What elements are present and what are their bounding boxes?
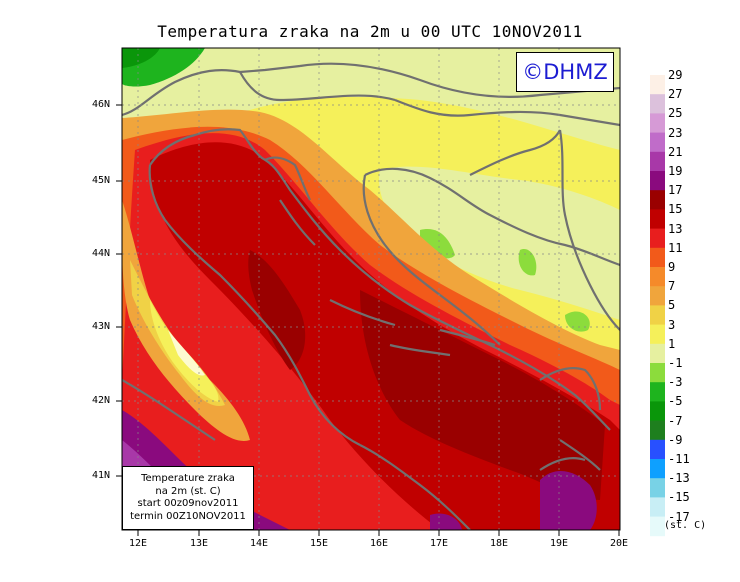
- colorbar-swatch: [650, 209, 665, 229]
- lon-label: 13E: [189, 538, 209, 549]
- lon-label: 20E: [609, 538, 629, 549]
- dhmz-logo: ©DHMZ: [516, 52, 614, 92]
- map-title: Temperatura zraka na 2m u 00 UTC 10NOV20…: [157, 22, 583, 41]
- colorbar-label: -9: [668, 432, 683, 447]
- info-line: Temperature zraka: [141, 473, 235, 484]
- colorbar-label: 1: [668, 336, 676, 351]
- colorbar-swatch: [650, 401, 665, 421]
- colorbar-label: -15: [668, 490, 690, 505]
- colorbar-label: -5: [668, 394, 683, 409]
- colorbar-label: 19: [668, 164, 683, 178]
- lon-label: 17E: [429, 538, 449, 549]
- gridlines: [122, 48, 620, 530]
- map-frame: [121, 47, 621, 531]
- lon-label: 14E: [249, 538, 269, 549]
- colorbar-swatch: [650, 171, 665, 191]
- colorbar-label: -1: [668, 356, 683, 370]
- colorbar-label: -13: [668, 471, 690, 486]
- colorbar-label: 25: [668, 106, 683, 121]
- colorbar-label: 15: [668, 202, 683, 217]
- colorbar-swatch: [650, 439, 665, 460]
- info-line: na 2m (st. C): [155, 485, 221, 497]
- coastlines-borders: [122, 62, 620, 530]
- info-line: start 00z09nov2011: [137, 498, 239, 509]
- colorbar-label: -11: [668, 452, 690, 466]
- colorbar-swatch: [650, 343, 665, 364]
- colorbar-swatch: [650, 516, 665, 537]
- colorbar-swatch: [650, 324, 665, 345]
- colorbar-swatch: [650, 305, 665, 325]
- colorbar-swatch: [650, 363, 665, 383]
- lon-label: 19E: [549, 538, 569, 549]
- colorbar-label: 5: [668, 298, 676, 313]
- colorbar-swatch: [650, 267, 665, 287]
- colorbar-label: 27: [668, 87, 683, 102]
- colorbar-swatch: [650, 478, 665, 498]
- colorbar-label: 17: [668, 183, 683, 198]
- colorbar-unit: (st. C): [664, 520, 707, 531]
- lon-label: 15E: [309, 538, 329, 549]
- temperature-field: [122, 48, 620, 530]
- colorbar-label: -7: [668, 413, 683, 428]
- axis-ticks: [116, 104, 620, 536]
- colorbar-swatch: [650, 382, 665, 402]
- colorbar-swatch: [650, 286, 665, 306]
- colorbar-label: 9: [668, 260, 676, 274]
- colorbar-label: 23: [668, 125, 683, 140]
- colorbar-label: 13: [668, 221, 683, 236]
- lat-label: 41N: [92, 470, 111, 481]
- lat-label: 44N: [92, 248, 111, 259]
- info-box: Temperature zraka na 2m (st. C) start 00…: [122, 466, 254, 530]
- colorbar-label: 3: [668, 317, 676, 332]
- lat-label: 46N: [92, 99, 111, 110]
- colorbar-swatch: [650, 75, 665, 95]
- colorbar-swatch: [650, 151, 665, 172]
- colorbar-label: -17: [668, 509, 690, 524]
- info-line: termin 00Z10NOV2011: [130, 510, 246, 522]
- colorbar-swatch: [650, 228, 665, 249]
- colorbar-label: 7: [668, 279, 676, 294]
- colorbar-swatch: [650, 113, 665, 133]
- colorbar-label: 29: [668, 68, 683, 82]
- colorbar-label: 11: [668, 240, 683, 255]
- colorbar-swatch: [650, 132, 665, 153]
- colorbar-swatch: [650, 190, 665, 210]
- lon-label: 12E: [128, 538, 148, 549]
- colorbar-label: -3: [668, 375, 683, 390]
- colorbar-swatch: [650, 497, 665, 517]
- colorbar-label: 21: [668, 144, 683, 159]
- lat-label: 42N: [92, 395, 111, 406]
- lat-label: 45N: [92, 175, 111, 186]
- colorbar: [650, 75, 665, 537]
- colorbar-swatch: [650, 94, 665, 114]
- colorbar-swatch: [650, 459, 665, 479]
- colorbar-swatch: [650, 420, 665, 441]
- lon-label: 18E: [489, 538, 509, 549]
- lon-label: 16E: [369, 538, 389, 549]
- lat-label: 43N: [92, 321, 111, 332]
- colorbar-swatch: [650, 247, 665, 268]
